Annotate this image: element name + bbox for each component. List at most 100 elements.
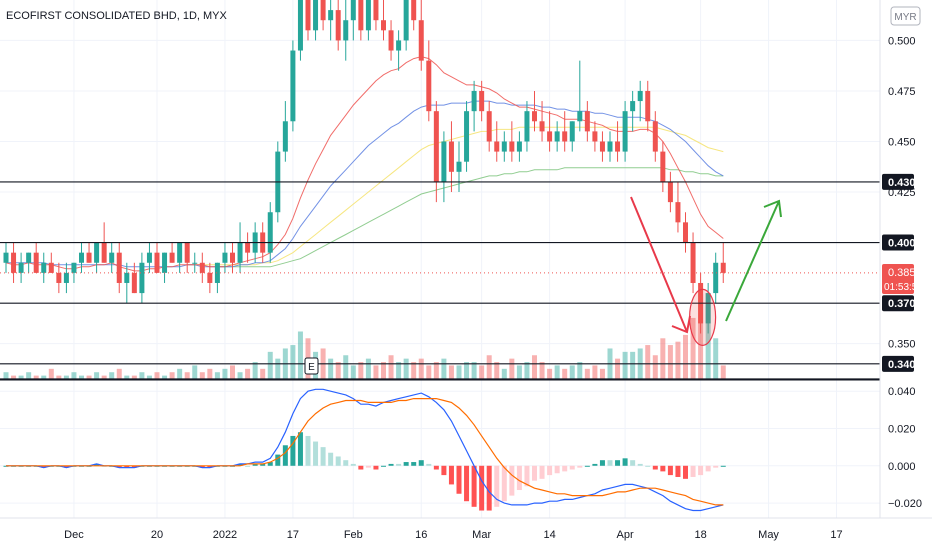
macd-histogram-bar	[237, 463, 243, 466]
volume-bar	[667, 345, 673, 379]
candle-body	[11, 252, 17, 273]
earnings-marker[interactable]: E	[304, 357, 319, 375]
time-tick-label: 14	[543, 529, 555, 541]
volume-bar	[252, 362, 258, 379]
volume-bar	[524, 362, 530, 379]
volume-bar	[411, 362, 417, 379]
level-tag	[882, 173, 914, 190]
macd-histogram-bar	[396, 463, 402, 466]
macd-axis[interactable]: 0.040 0.020 0.000 −0.020	[888, 386, 922, 510]
candle-body	[652, 121, 658, 152]
candle-body	[622, 111, 628, 152]
level-tag-label: 0.430	[888, 177, 916, 189]
candle-body	[683, 222, 688, 243]
volume-bar	[124, 375, 130, 379]
macd-histogram-bar	[607, 460, 613, 466]
volume-bar	[56, 375, 62, 379]
macd-histogram-bar	[630, 460, 636, 466]
volume-bar	[471, 362, 477, 379]
currency-button[interactable]: MYR	[890, 6, 921, 26]
volume-bar	[599, 368, 605, 379]
drawings[interactable]	[630, 196, 782, 346]
time-tick-label: 2022	[213, 529, 237, 541]
price-tick-label: 0.425	[888, 187, 916, 199]
time-tick-label: 20	[151, 529, 163, 541]
volume-bar	[154, 372, 160, 379]
candle-body	[109, 252, 115, 263]
up-arrow[interactable]	[725, 200, 780, 322]
volume-bar	[237, 372, 243, 379]
volume-bar	[230, 365, 235, 379]
candle-body	[63, 272, 69, 283]
macd-histogram-bar	[584, 465, 590, 467]
candle-body	[532, 111, 537, 122]
volume-bar	[615, 358, 621, 379]
volume-bar	[365, 358, 371, 379]
macd-histogram-bar	[381, 465, 386, 467]
macd-grid	[0, 390, 880, 504]
macd-histogram-bar	[652, 465, 658, 470]
candle-body	[501, 141, 507, 152]
candle-body	[607, 141, 613, 152]
macd-histogram-bar	[705, 465, 711, 472]
candle-body	[486, 111, 492, 142]
macd-histogram-bar	[569, 465, 575, 470]
down-arrow[interactable]	[630, 196, 688, 333]
macd-histogram-bar	[645, 465, 651, 467]
signal-line	[6, 398, 724, 506]
candle-body	[124, 272, 130, 283]
volume-bar	[41, 375, 47, 379]
candle-body	[26, 252, 32, 263]
volume-bar	[516, 365, 522, 379]
level-tags: 0.430 0.400 0.370 0.340	[882, 173, 916, 372]
currency-label: MYR	[894, 12, 916, 23]
ema-fast-line	[5, 56, 724, 272]
candle-body	[720, 262, 726, 273]
candle-body	[569, 121, 575, 142]
volume-bar	[11, 375, 17, 379]
candle-body	[222, 252, 228, 263]
macd-histogram-bar	[562, 465, 568, 472]
candle-body	[79, 252, 84, 263]
volume-bar	[48, 368, 54, 379]
candle-body	[101, 242, 107, 263]
candle-body	[516, 141, 522, 152]
volume-bar	[418, 358, 424, 379]
macd-histogram-bar	[720, 465, 726, 467]
candle-body	[230, 252, 235, 263]
candle-body	[448, 141, 454, 172]
volume-bar	[494, 362, 500, 379]
volume-bar	[260, 368, 266, 379]
candle-body	[162, 252, 168, 273]
time-tick-label: 18	[694, 529, 706, 541]
candle-body	[464, 111, 470, 162]
volume-bar	[131, 375, 137, 379]
candle-body	[146, 252, 152, 263]
time-axis[interactable]: Dec 20 2022 17 Feb 16 Mar 14 Apr 18 May 17	[64, 529, 842, 541]
candle-body	[675, 202, 681, 223]
volume-bar	[554, 365, 560, 379]
volume-bar	[403, 358, 409, 379]
macd-histogram-bar	[320, 447, 326, 466]
horizontal-levels[interactable]	[0, 181, 880, 365]
candle-body	[245, 242, 251, 253]
candle-body	[630, 101, 636, 112]
macd-histogram-bar	[358, 465, 364, 470]
macd-histogram-bar	[592, 463, 598, 466]
candle-body	[637, 90, 643, 102]
price-axis[interactable]: 0.500 0.475 0.450 0.425 0.350	[888, 35, 916, 350]
highlight-ellipse[interactable]	[688, 288, 717, 346]
volume-bar	[569, 365, 575, 379]
macd-histogram-bar	[675, 465, 681, 477]
ema-slow-line	[187, 126, 724, 266]
candle-body	[214, 262, 220, 283]
time-tick-label: Mar	[472, 529, 491, 541]
down-arrow-head	[671, 315, 691, 334]
macd-histogram-bar	[365, 465, 371, 468]
volume-bar	[275, 358, 281, 379]
candle-body	[297, 0, 303, 51]
time-tick-label: 16	[415, 529, 427, 541]
chart-title: ECOFIRST CONSOLIDATED BHD, 1D, MYX	[6, 10, 228, 22]
macd-histogram-bar	[267, 462, 273, 466]
